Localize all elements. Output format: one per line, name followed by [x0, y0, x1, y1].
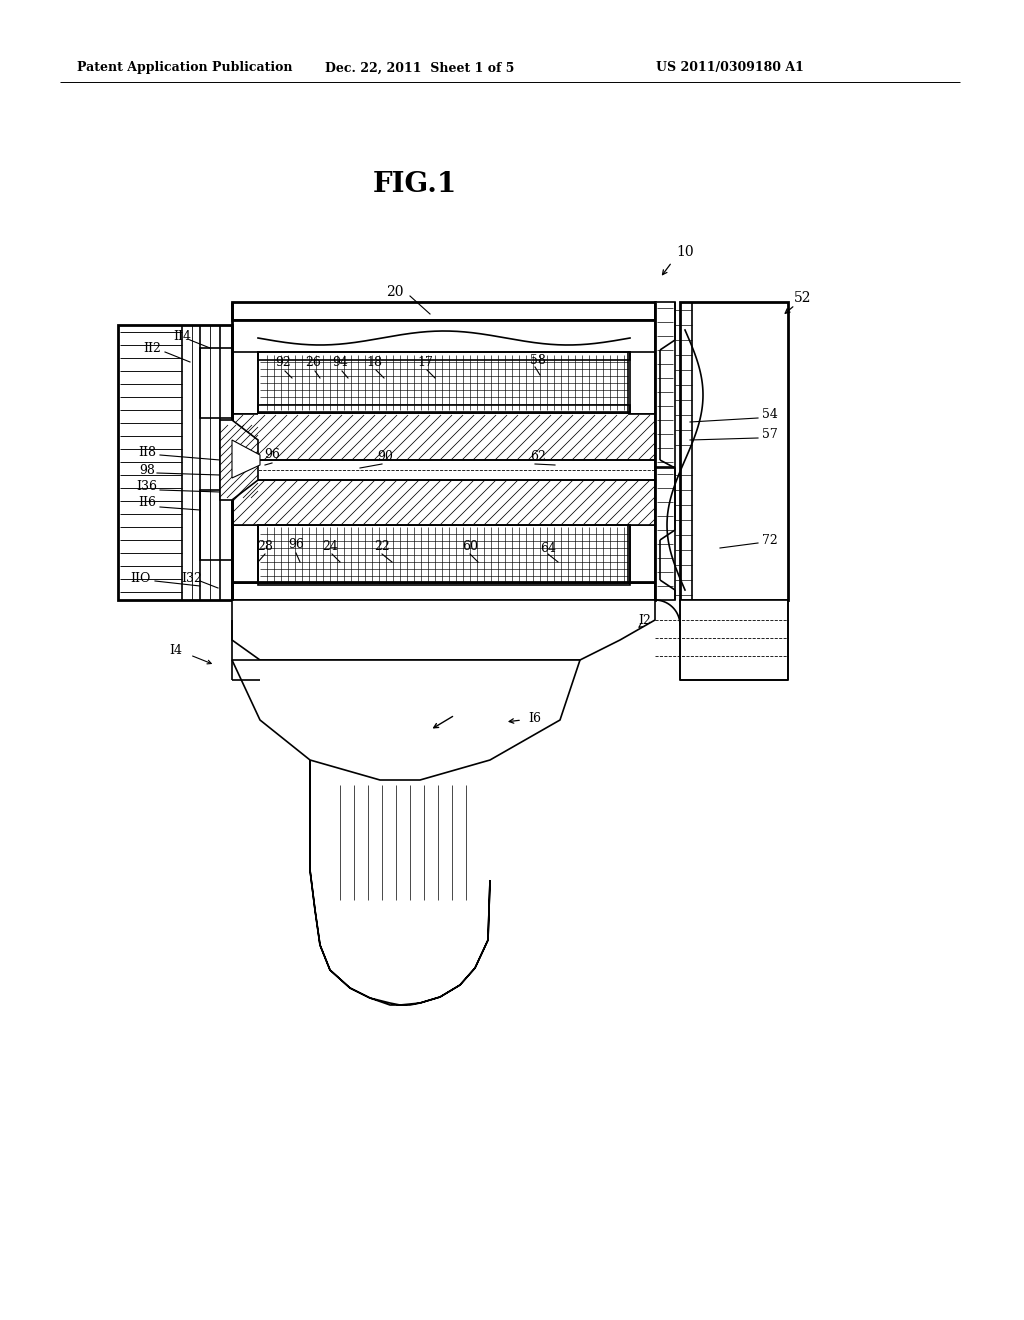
Text: II2: II2 [143, 342, 161, 355]
Bar [200, 348, 232, 418]
Text: I32: I32 [181, 572, 203, 585]
Bar [232, 582, 655, 601]
Text: II6: II6 [138, 496, 156, 510]
Polygon shape [232, 440, 260, 478]
Bar [232, 480, 655, 525]
Text: 18: 18 [366, 355, 382, 368]
Text: 24: 24 [323, 540, 338, 553]
Bar [232, 302, 655, 319]
Text: II8: II8 [138, 446, 156, 458]
Polygon shape [232, 601, 655, 660]
Text: 22: 22 [374, 540, 390, 553]
Bar [258, 352, 630, 360]
Text: 96: 96 [288, 539, 304, 552]
Bar [258, 525, 630, 585]
Text: 26: 26 [305, 356, 321, 370]
Text: 57: 57 [762, 429, 778, 441]
Bar [118, 325, 232, 601]
Text: Dec. 22, 2011  Sheet 1 of 5: Dec. 22, 2011 Sheet 1 of 5 [326, 62, 515, 74]
Polygon shape [232, 660, 580, 780]
Text: 90: 90 [377, 450, 393, 463]
Text: 72: 72 [762, 533, 778, 546]
Text: 17: 17 [417, 355, 433, 368]
Text: I36: I36 [136, 479, 158, 492]
Polygon shape [310, 760, 490, 1005]
Text: I2: I2 [639, 614, 651, 627]
Text: I6: I6 [528, 711, 542, 725]
Text: 64: 64 [540, 541, 556, 554]
Text: Patent Application Publication: Patent Application Publication [77, 62, 293, 74]
Bar [258, 352, 630, 412]
Text: 98: 98 [139, 463, 155, 477]
Text: 20: 20 [386, 285, 403, 300]
Text: 58: 58 [530, 354, 546, 367]
Text: 92: 92 [275, 356, 291, 370]
Bar [258, 525, 630, 583]
Bar [200, 490, 232, 560]
Text: 62: 62 [530, 450, 546, 463]
Polygon shape [220, 420, 258, 500]
Text: 96: 96 [264, 449, 280, 462]
Text: 52: 52 [795, 290, 812, 305]
Text: I4: I4 [170, 644, 182, 656]
Text: 54: 54 [762, 408, 778, 421]
Bar [232, 459, 655, 480]
Text: 28: 28 [257, 540, 273, 553]
Bar [655, 469, 675, 601]
Text: IIO: IIO [130, 572, 151, 585]
Text: II4: II4 [173, 330, 191, 342]
Text: FIG.1: FIG.1 [373, 172, 457, 198]
Text: 60: 60 [462, 540, 478, 553]
Text: US 2011/0309180 A1: US 2011/0309180 A1 [656, 62, 804, 74]
Text: 10: 10 [676, 246, 694, 259]
Bar [655, 302, 675, 467]
Bar [258, 405, 630, 413]
Bar [680, 601, 788, 680]
Bar [680, 302, 788, 601]
Text: 94: 94 [332, 356, 348, 370]
Bar [232, 413, 655, 462]
